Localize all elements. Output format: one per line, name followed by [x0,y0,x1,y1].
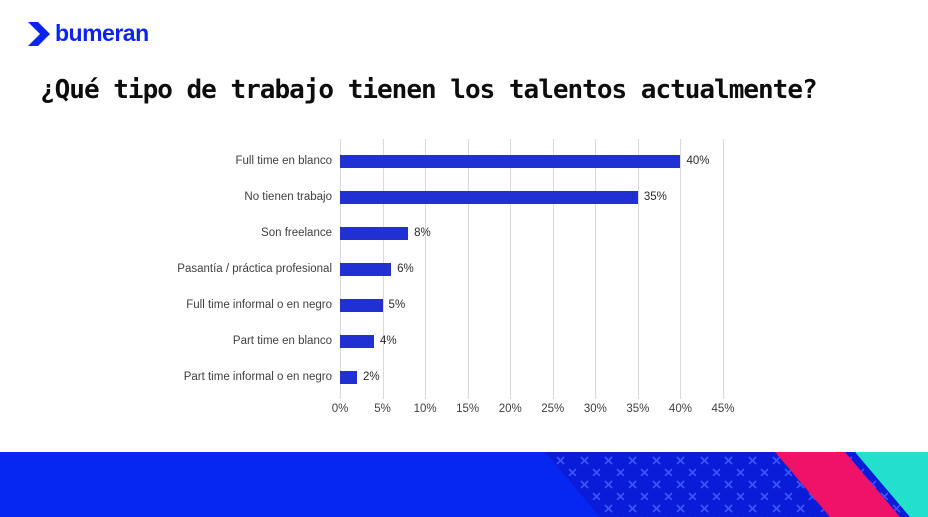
page-title: ¿Qué tipo de trabajo tienen los talentos… [40,75,818,105]
bar [340,226,409,240]
x-tick-label: 35% [626,403,650,415]
bar [340,370,358,384]
value-label: 4% [380,335,397,347]
category-label: Son freelance [261,227,332,239]
bar-chart: Full time en blanco 40% No tienen trabajo 3… [48,139,808,421]
bumeran-chevron-icon [28,21,50,46]
logo-text: bumeran [55,20,149,46]
value-label: 5% [388,299,406,311]
bar-row: Full time informal o en negro 5% [48,287,808,323]
category-label: Pasantía / práctica profesional [177,263,332,275]
value-label: 2% [363,371,380,383]
bar [340,298,383,312]
footer-decoration-graphic [0,452,928,517]
bar-row: Pasantía / práctica profesional 6% [48,251,808,287]
footer-decoration [0,452,928,517]
category-label: Part time informal o en negro [183,371,332,383]
bar [340,262,392,276]
bar-area: 40% [340,154,800,168]
x-tick-label: 5% [374,403,391,415]
bar-row: Full time en blanco 40% [48,143,808,179]
x-tick-label: 10% [413,403,437,415]
bar-area: 35% [340,190,800,204]
bar-row: Part time informal o en negro 2% [48,359,808,395]
x-axis: 0% 5% 10% 15% 20% 25% 30% 35% 40% 45% [332,403,735,421]
x-tick-label: 25% [541,403,565,415]
value-label: 35% [643,191,667,203]
bar [340,190,638,204]
bar-rows: Full time en blanco 40% No tienen trabajo 3… [48,143,808,395]
bar-area: 4% [340,334,800,348]
bar-row: No tienen trabajo 35% [48,179,808,215]
category-label: No tienen trabajo [244,191,332,203]
x-tick-label: 15% [456,403,480,415]
bar-row: Part time en blanco 4% [48,323,808,359]
x-tick-label: 0% [331,403,349,415]
value-label: 8% [414,227,431,239]
bar-area: 8% [340,226,800,240]
category-label: Full time informal o en negro [186,299,332,311]
logo: bumeran [28,20,149,47]
bar [340,334,375,348]
x-tick-label: 45% [711,403,735,415]
x-tick-label: 30% [583,403,607,415]
category-label: Part time en blanco [232,335,332,347]
value-label: 6% [397,263,414,275]
bar-area: 5% [340,298,800,312]
x-tick-label: 20% [498,403,522,415]
bar-area: 2% [340,370,800,384]
category-label: Full time en blanco [235,155,332,167]
value-label: 40% [686,155,710,167]
header: bumeran [0,0,928,47]
x-tick-label: 40% [668,403,692,415]
bar-row: Son freelance 8% [48,215,808,251]
bar [340,154,681,168]
bar-area: 6% [340,262,800,276]
